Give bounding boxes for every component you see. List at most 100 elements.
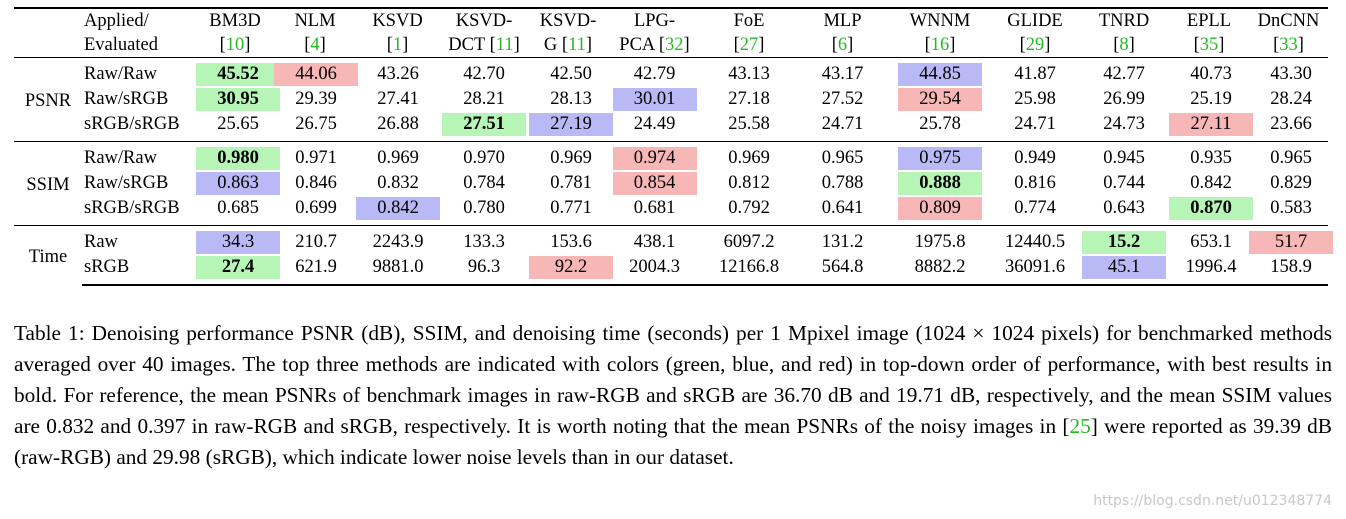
table-cell: 42.70 bbox=[439, 57, 529, 87]
method-line2: [16] bbox=[924, 35, 956, 55]
method-name: KSVD- bbox=[455, 11, 513, 31]
cell-value: 27.51 bbox=[442, 113, 526, 136]
caption-citation-link[interactable]: 25 bbox=[1069, 414, 1091, 438]
cell-value: 0.681 bbox=[633, 198, 676, 218]
table-cell: 27.11 bbox=[1169, 112, 1253, 142]
method-name: TNRD bbox=[1098, 11, 1150, 31]
cell-value: 27.52 bbox=[821, 89, 864, 109]
table-cell: 42.79 bbox=[607, 57, 702, 87]
method-name: WNNM bbox=[909, 11, 971, 31]
cell-value: 0.774 bbox=[1014, 198, 1056, 218]
citation-link[interactable]: 6 bbox=[837, 35, 848, 55]
cell-value: 0.832 bbox=[377, 173, 419, 193]
cell-value: 24.71 bbox=[821, 114, 864, 134]
cell-value: 42.70 bbox=[463, 64, 505, 84]
citation-link[interactable]: 1 bbox=[392, 35, 403, 55]
cell-value: 23.66 bbox=[1270, 114, 1312, 134]
table-row: Raw/sRGB 0.863 0.846 0.832 0.784 0.781 0.854 0.… bbox=[14, 171, 1328, 196]
citation-link[interactable]: 32 bbox=[665, 35, 684, 55]
table-cell: 29.54 bbox=[889, 87, 991, 112]
cell-value: 30.95 bbox=[196, 88, 280, 111]
citation-link[interactable]: 16 bbox=[930, 35, 950, 55]
table-cell: 45.1 bbox=[1079, 255, 1169, 286]
caption-text-1: Table 1: Denoising performance PSNR (dB)… bbox=[14, 321, 1332, 438]
table-cell: 0.949 bbox=[991, 141, 1079, 171]
table-cell: 0.699 bbox=[274, 196, 356, 226]
cell-value: 0.970 bbox=[463, 148, 505, 168]
table-cell: 0.971 bbox=[274, 141, 356, 171]
method-line2: [6] bbox=[831, 35, 854, 55]
cell-value: 26.75 bbox=[295, 114, 337, 134]
cell-value: 0.949 bbox=[1014, 148, 1056, 168]
citation-link[interactable]: 27 bbox=[739, 35, 759, 55]
cell-value: 27.41 bbox=[377, 89, 419, 109]
method-header: WNNM [16] bbox=[889, 7, 991, 58]
cell-value: 0.935 bbox=[1190, 148, 1232, 168]
cell-value: 0.980 bbox=[196, 147, 280, 170]
watermark: https://blog.csdn.net/u012348774 bbox=[1093, 493, 1332, 509]
table-cell: 0.969 bbox=[529, 141, 607, 171]
cell-value: 0.975 bbox=[898, 147, 982, 170]
table-cell: 564.8 bbox=[796, 255, 889, 286]
table-cell: 43.26 bbox=[356, 57, 439, 87]
table-cell: 27.41 bbox=[356, 87, 439, 112]
cell-value: 0.780 bbox=[463, 198, 505, 218]
cell-value: 2243.9 bbox=[372, 232, 424, 252]
cell-value: 43.26 bbox=[377, 64, 419, 84]
citation-link[interactable]: 35 bbox=[1199, 35, 1219, 55]
cell-value: 29.39 bbox=[295, 89, 337, 109]
citation-link[interactable]: 29 bbox=[1025, 35, 1045, 55]
table-cell: 1996.4 bbox=[1169, 255, 1249, 286]
table-cell: 0.816 bbox=[991, 171, 1079, 196]
method-name: GLIDE bbox=[1007, 11, 1063, 31]
table-cell: 51.7 bbox=[1249, 225, 1333, 255]
table-cell: 28.13 bbox=[529, 87, 607, 112]
cell-value: 43.17 bbox=[821, 64, 864, 84]
cell-value: 26.99 bbox=[1103, 89, 1145, 109]
method-header: GLIDE [29] bbox=[991, 7, 1079, 58]
table-cell: 23.66 bbox=[1249, 112, 1328, 142]
table-cell: 0.784 bbox=[439, 171, 529, 196]
citation-link[interactable]: 10 bbox=[225, 35, 245, 55]
citation-link[interactable]: 11 bbox=[568, 35, 586, 55]
method-name: MLP bbox=[823, 11, 862, 31]
table-cell: 0.774 bbox=[991, 196, 1079, 226]
citation-link[interactable]: 33 bbox=[1279, 35, 1298, 55]
table-cell: 44.85 bbox=[889, 57, 991, 87]
cell-value: 26.88 bbox=[377, 114, 419, 134]
cell-value: 25.98 bbox=[1014, 89, 1056, 109]
cell-value: 0.788 bbox=[821, 173, 864, 193]
table-cell: 6097.2 bbox=[702, 225, 796, 255]
cell-value: 0.854 bbox=[612, 172, 697, 195]
method-line2: DCT [11] bbox=[448, 35, 520, 55]
table-cell: 0.685 bbox=[196, 196, 274, 226]
method-name: DnCNN bbox=[1257, 11, 1320, 31]
cell-value: 45.52 bbox=[196, 63, 280, 86]
table-row: sRGB 27.4 621.9 9881.0 96.3 92.2 2004.3 12166.8… bbox=[14, 255, 1328, 286]
cell-value: 0.842 bbox=[356, 197, 440, 220]
cell-value: 43.30 bbox=[1270, 64, 1312, 84]
table-cell: 0.780 bbox=[439, 196, 529, 226]
cell-value: 28.13 bbox=[550, 89, 592, 109]
table-cell: 9881.0 bbox=[356, 255, 439, 286]
citation-link[interactable]: 11 bbox=[495, 35, 514, 55]
table-cell: 0.812 bbox=[702, 171, 796, 196]
method-header: KSVD- G [11] bbox=[529, 7, 607, 58]
cell-value: 0.784 bbox=[463, 173, 505, 193]
method-line2: [8] bbox=[1113, 35, 1135, 55]
table-cell: 27.51 bbox=[439, 112, 529, 142]
table-cell: 12166.8 bbox=[702, 255, 796, 286]
cell-value: 12166.8 bbox=[718, 257, 780, 277]
cell-value: 1996.4 bbox=[1185, 257, 1237, 277]
table-cell: 34.3 bbox=[196, 225, 280, 255]
table-cell: 36091.6 bbox=[991, 255, 1079, 286]
citation-link[interactable]: 8 bbox=[1119, 35, 1129, 55]
table-cell: 0.641 bbox=[796, 196, 889, 226]
table-cell: 96.3 bbox=[439, 255, 529, 286]
table-cell: 44.06 bbox=[274, 57, 358, 87]
cell-value: 24.73 bbox=[1103, 114, 1145, 134]
citation-link[interactable]: 4 bbox=[310, 35, 320, 55]
method-line2: [35] bbox=[1193, 35, 1225, 55]
metric-label: SSIM bbox=[14, 141, 82, 226]
cell-value: 621.9 bbox=[295, 257, 337, 277]
